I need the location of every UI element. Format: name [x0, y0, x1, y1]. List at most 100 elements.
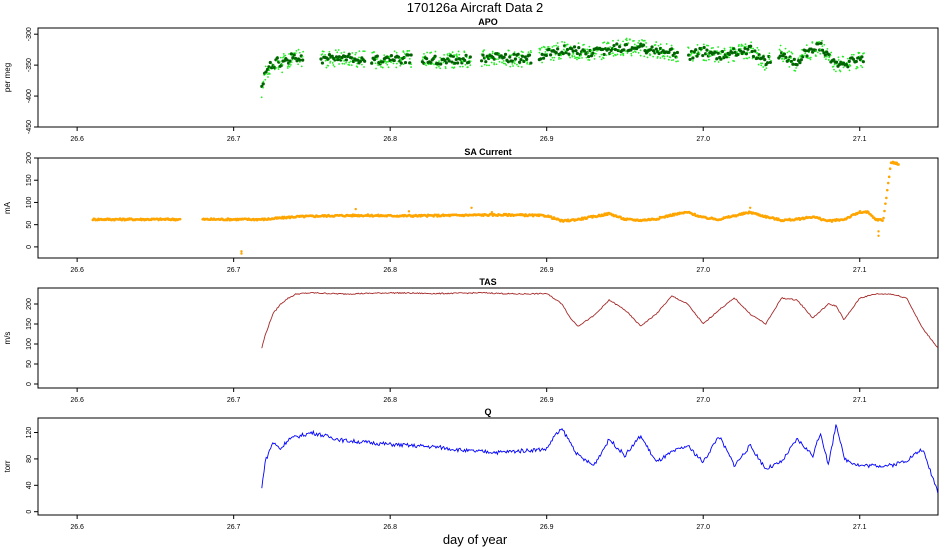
- apo-point: [733, 50, 737, 55]
- apo-point: [736, 51, 739, 53]
- apo-point: [464, 63, 467, 66]
- apo-point: [809, 58, 812, 61]
- apo-point: [708, 58, 710, 61]
- apo-point: [691, 51, 694, 54]
- apo-point: [355, 51, 357, 54]
- apo-point: [453, 54, 456, 57]
- apo-point: [818, 40, 820, 43]
- sa-current-point: [470, 206, 473, 209]
- sa-current-point: [549, 215, 553, 218]
- apo-point: [356, 66, 359, 68]
- apo-point: [530, 51, 532, 54]
- x-tick-label: 26.9: [540, 267, 554, 274]
- sa-current-point: [886, 181, 890, 185]
- apo-point: [596, 49, 598, 52]
- sa-current-point: [882, 216, 885, 220]
- apo-point: [540, 46, 543, 49]
- apo-point: [633, 43, 636, 46]
- apo-point: [384, 60, 387, 63]
- panel-1: SA Current mA 26.6 26.7 26.8 26.9 27.0 27.1 0 50 1…: [3, 147, 939, 274]
- apo-point: [663, 57, 666, 60]
- apo-point: [320, 61, 324, 65]
- apo-point: [588, 48, 592, 53]
- apo-point: [799, 58, 803, 62]
- apo-point: [448, 54, 453, 58]
- apo-point: [712, 46, 714, 49]
- apo-point: [547, 47, 551, 52]
- apo-point: [421, 58, 424, 61]
- x-tick-label: 26.8: [383, 136, 397, 143]
- apo-point: [424, 62, 427, 65]
- apo-point: [577, 46, 581, 50]
- apo-point: [823, 43, 826, 46]
- apo-point: [743, 57, 745, 60]
- apo-point: [639, 54, 642, 57]
- y-axis-label: torr: [3, 460, 12, 472]
- apo-point: [837, 63, 841, 67]
- apo-point: [645, 42, 647, 44]
- apo-point: [451, 51, 454, 54]
- apo-point: [638, 40, 641, 42]
- apo-point: [723, 49, 726, 52]
- apo-point: [803, 49, 808, 53]
- apo-point: [675, 50, 679, 55]
- apo-point: [828, 56, 831, 59]
- apo-point: [782, 60, 785, 63]
- apo-point: [502, 62, 505, 65]
- apo-point: [677, 60, 679, 63]
- apo-point: [816, 51, 819, 54]
- y-tick-label: 0: [26, 510, 33, 514]
- apo-point: [694, 48, 698, 52]
- apo-point: [264, 65, 267, 68]
- apo-point: [555, 44, 558, 47]
- apo-point: [563, 41, 566, 44]
- x-tick-label: 27.0: [696, 267, 710, 274]
- apo-point: [618, 45, 622, 49]
- apo-point: [334, 49, 337, 52]
- apo-point: [539, 48, 541, 51]
- panels: APO per meg 26.6 26.7 26.8 26.9 27.0 27.1 -450 -4…: [3, 17, 939, 531]
- apo-point: [430, 51, 433, 54]
- apo-point: [408, 57, 411, 60]
- apo-point: [570, 47, 574, 51]
- apo-point: [622, 52, 625, 55]
- apo-point: [790, 51, 793, 54]
- apo-point: [503, 52, 508, 56]
- apo-point: [612, 39, 614, 42]
- apo-point: [456, 61, 460, 65]
- sa-current-point: [897, 163, 900, 166]
- apo-point: [438, 65, 440, 68]
- apo-point: [275, 56, 279, 60]
- apo-point: [447, 54, 449, 57]
- apo-point: [262, 86, 264, 89]
- apo-point: [750, 49, 754, 54]
- apo-point: [630, 52, 633, 55]
- apo-point: [719, 52, 722, 55]
- y-tick-label: 50: [26, 221, 33, 229]
- apo-point: [692, 59, 694, 62]
- apo-point: [624, 50, 627, 53]
- y-tick-label: -450: [26, 120, 33, 134]
- apo-point: [493, 62, 496, 64]
- y-tick-label: 150: [26, 318, 33, 330]
- apo-point: [508, 55, 512, 59]
- apo-point: [290, 61, 293, 64]
- apo-point: [527, 51, 530, 54]
- apo-point: [294, 52, 297, 55]
- apo-point: [516, 52, 520, 56]
- apo-point: [331, 62, 334, 64]
- apo-point: [502, 55, 506, 59]
- apo-point: [625, 42, 629, 47]
- apo-point: [372, 58, 377, 62]
- apo-point: [728, 56, 730, 59]
- apo-point: [439, 67, 442, 70]
- apo-point: [854, 59, 858, 64]
- apo-point: [783, 58, 786, 60]
- apo-point: [593, 54, 596, 57]
- apo-point: [801, 48, 803, 51]
- apo-point: [549, 53, 553, 57]
- apo-point: [343, 54, 347, 59]
- sa-current-point: [888, 167, 892, 171]
- y-tick-label: 80: [26, 455, 33, 463]
- apo-point: [670, 59, 673, 62]
